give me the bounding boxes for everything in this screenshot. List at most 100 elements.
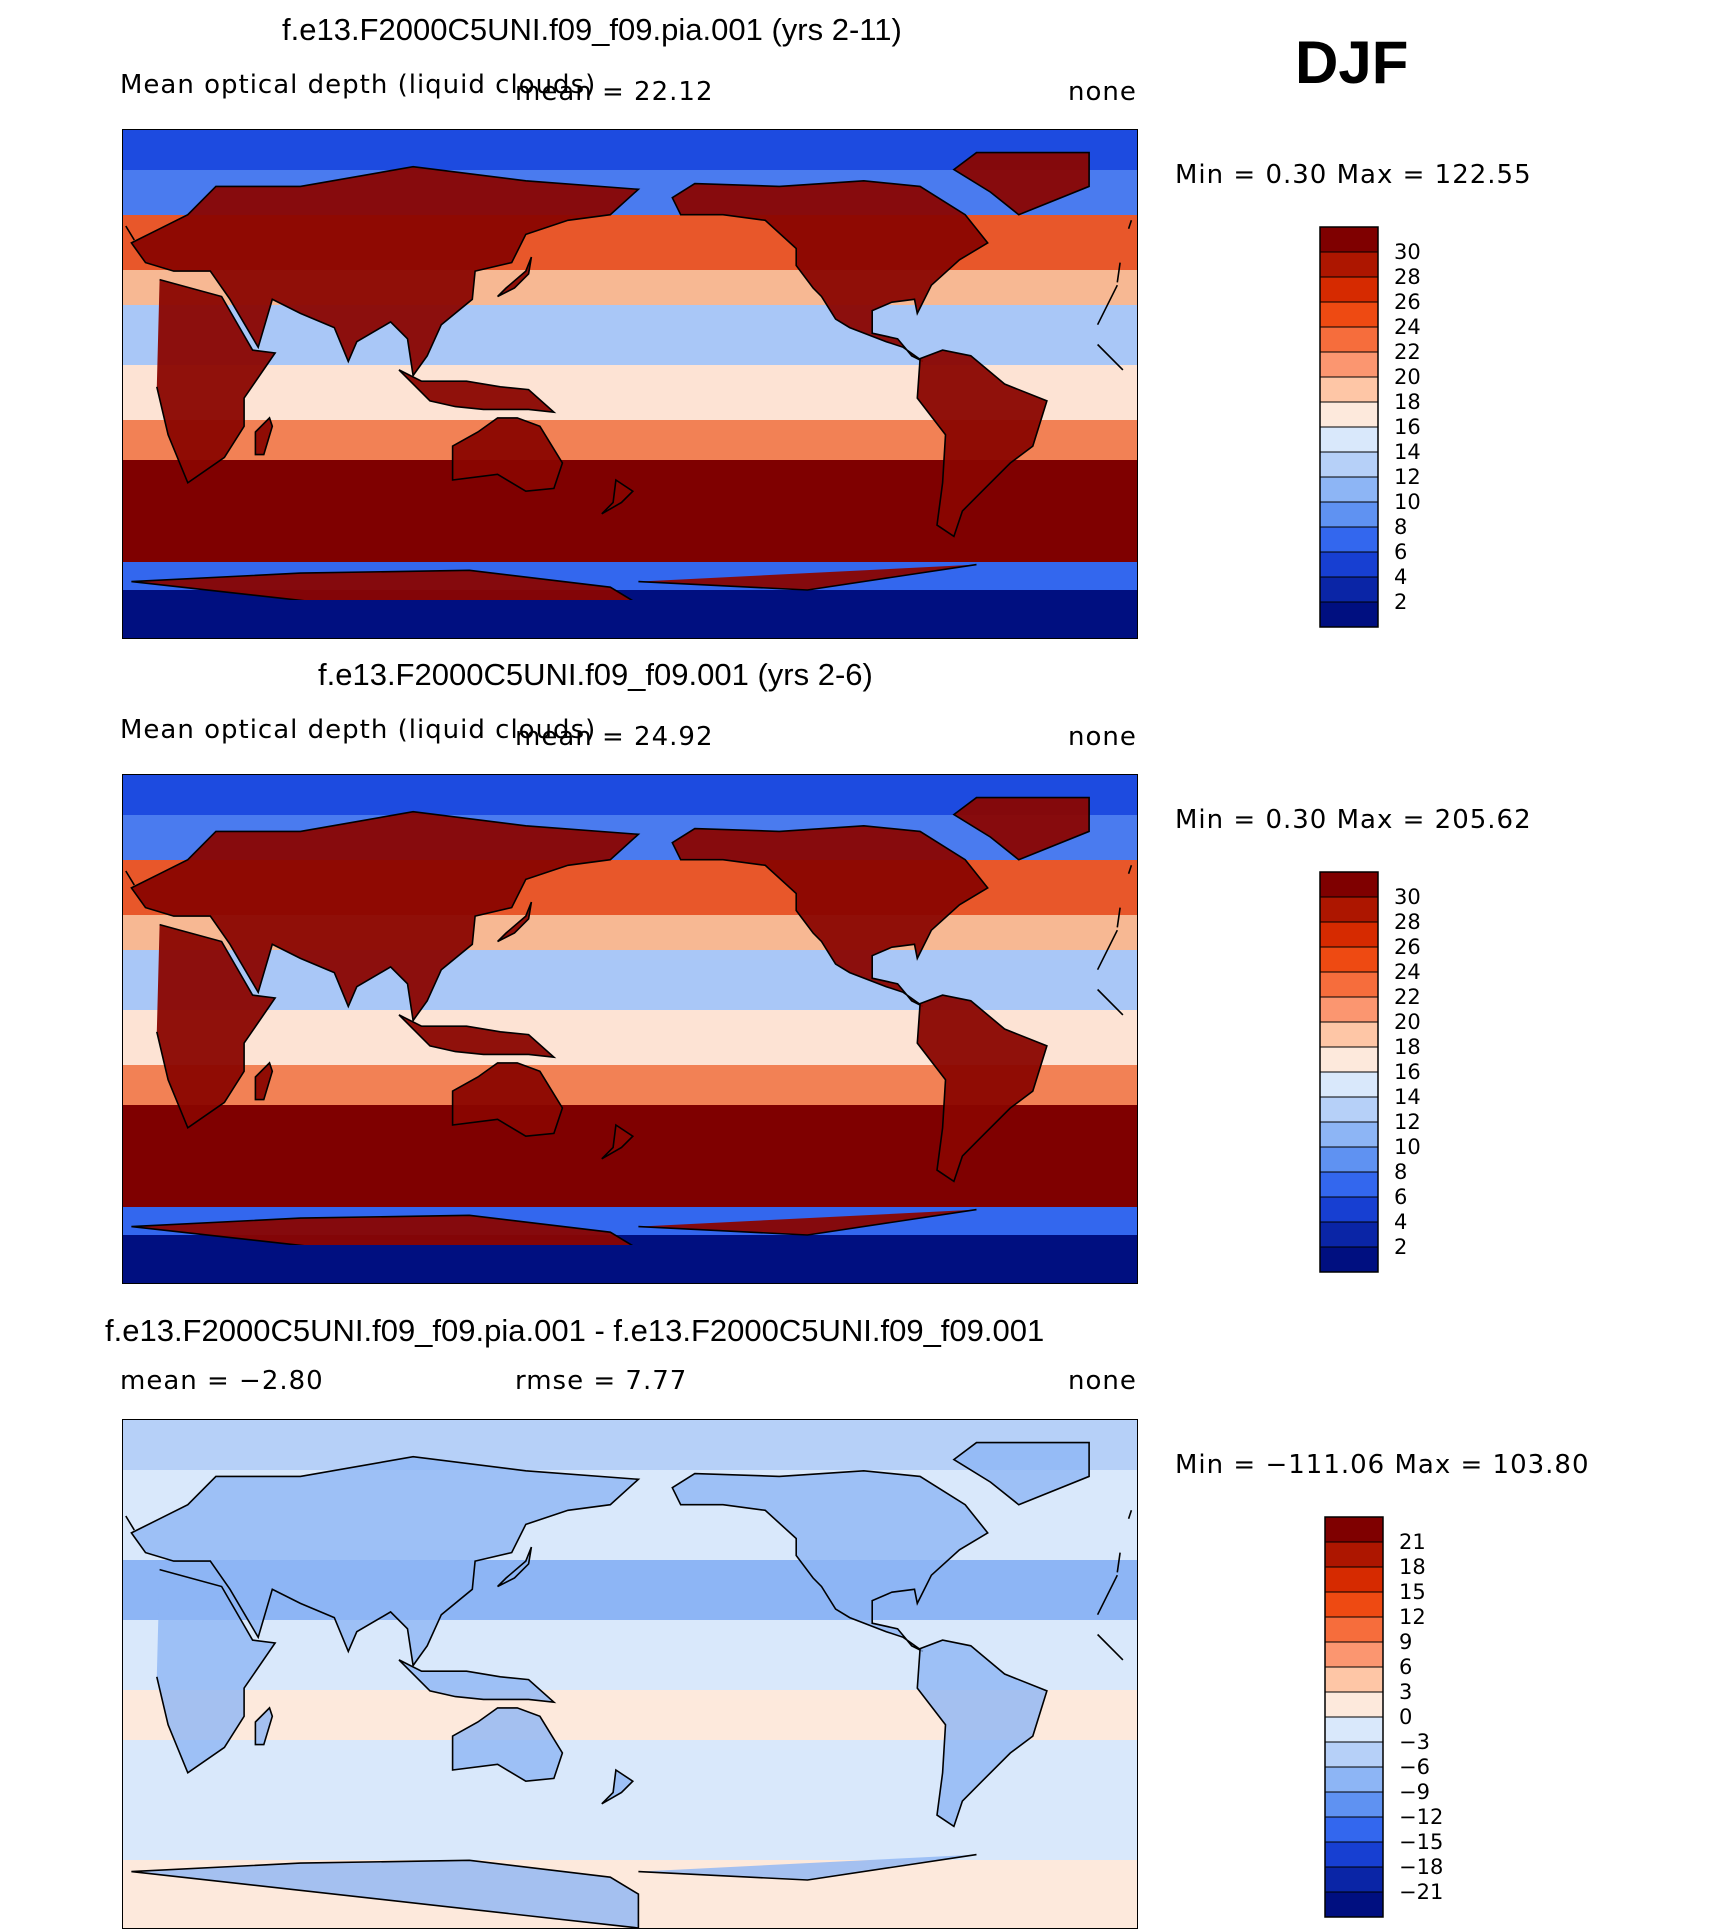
coastline bbox=[125, 220, 1133, 241]
panel-2-minmax: Min = 0.30 Max = 205.62 bbox=[1175, 805, 1532, 835]
colorbar-tick-label: 10 bbox=[1394, 490, 1421, 514]
colorbar-tick-label: 8 bbox=[1394, 1160, 1407, 1184]
colorbar-swatch bbox=[1319, 946, 1379, 973]
colorbar-tick-label: 6 bbox=[1394, 540, 1407, 564]
coastline bbox=[671, 824, 989, 1008]
colorbar-swatch bbox=[1319, 1096, 1379, 1123]
colorbar-swatch bbox=[1319, 276, 1379, 303]
panel-3-units-label: none bbox=[1068, 1366, 1137, 1396]
field-antarctic-overlay bbox=[123, 600, 1137, 638]
coastline bbox=[671, 1469, 989, 1653]
colorbar-swatch bbox=[1319, 326, 1379, 353]
coastline bbox=[916, 994, 1048, 1183]
coastline bbox=[497, 256, 533, 298]
colorbar-swatch bbox=[1319, 1221, 1379, 1248]
coastline bbox=[601, 478, 635, 515]
coastline bbox=[601, 1768, 635, 1805]
colorbar-tick-label: 24 bbox=[1394, 315, 1421, 339]
panel-1-units-label: none bbox=[1068, 77, 1137, 107]
colorbar-swatch bbox=[1319, 871, 1379, 898]
colorbar-tick-label: 18 bbox=[1399, 1555, 1426, 1579]
colorbar-tick-label: 2 bbox=[1394, 1235, 1407, 1259]
colorbar-swatch bbox=[1319, 251, 1379, 278]
panel-2-mean-label: mean = 24.92 bbox=[515, 722, 714, 752]
panel-2-colorbar: 30 28 26 24 22 20 18 16 14 12 10 8 6 4 2 bbox=[1319, 871, 1470, 1273]
panel-1-title: f.e13.F2000C5UNI.f09_f09.pia.001 (yrs 2-… bbox=[282, 12, 902, 47]
coastline bbox=[916, 349, 1048, 538]
colorbar-swatch bbox=[1319, 896, 1379, 923]
colorbar-tick-label: 20 bbox=[1394, 1010, 1421, 1034]
coastline bbox=[398, 1659, 557, 1704]
panel-1-colorbar: 30 28 26 24 22 20 18 16 14 12 10 8 6 4 2 bbox=[1319, 226, 1470, 628]
colorbar-tick-label: 14 bbox=[1394, 440, 1421, 464]
colorbar-tick-label: 14 bbox=[1394, 1085, 1421, 1109]
coastline bbox=[451, 1062, 564, 1138]
colorbar-tick-label: 22 bbox=[1394, 985, 1421, 1009]
panel-2-variable-label: Mean optical depth (liquid clouds) bbox=[120, 715, 597, 745]
panel-1-mean-label: mean = 22.12 bbox=[515, 77, 714, 107]
colorbar-tick-label: 30 bbox=[1394, 885, 1421, 909]
colorbar-swatch bbox=[1319, 451, 1379, 478]
colorbar-swatch bbox=[1319, 576, 1379, 603]
colorbar-tick-label: 28 bbox=[1394, 910, 1421, 934]
colorbar-swatch bbox=[1324, 1666, 1384, 1693]
colorbar-tick-label: 2 bbox=[1394, 590, 1407, 614]
coastline bbox=[131, 1853, 977, 1928]
coastline bbox=[130, 165, 1121, 378]
coastline bbox=[601, 1123, 635, 1160]
colorbar-swatch bbox=[1324, 1866, 1384, 1893]
colorbar-swatch bbox=[1324, 1766, 1384, 1793]
colorbar-swatch bbox=[1319, 1171, 1379, 1198]
colorbar-swatch bbox=[1324, 1641, 1384, 1668]
colorbar-swatch bbox=[1319, 376, 1379, 403]
coastline bbox=[254, 416, 274, 456]
colorbar-swatch bbox=[1319, 501, 1379, 528]
colorbar-swatch bbox=[1324, 1816, 1384, 1843]
colorbar-tick-label: 24 bbox=[1394, 960, 1421, 984]
colorbar-swatch bbox=[1319, 401, 1379, 428]
colorbar-tick-label: 18 bbox=[1394, 390, 1421, 414]
panel-1-map bbox=[122, 129, 1138, 639]
panel-3-colorbar: 21 18 15 12 9 6 3 0 −3 −6 −9 −12 −15 −18 −21 bbox=[1324, 1516, 1475, 1918]
colorbar-swatch bbox=[1324, 1616, 1384, 1643]
colorbar-swatch bbox=[1319, 301, 1379, 328]
coastline bbox=[125, 865, 1133, 886]
colorbar-tick-label: 8 bbox=[1394, 515, 1407, 539]
colorbar-tick-label: 12 bbox=[1399, 1605, 1426, 1629]
panel-3-minmax: Min = −111.06 Max = 103.80 bbox=[1175, 1450, 1590, 1480]
field-tropics bbox=[123, 305, 1137, 365]
colorbar-tick-label: 10 bbox=[1394, 1135, 1421, 1159]
season-label: DJF bbox=[1295, 29, 1409, 96]
coastline bbox=[952, 151, 1090, 216]
colorbar-swatch bbox=[1324, 1716, 1384, 1743]
colorbar-swatch bbox=[1324, 1791, 1384, 1818]
colorbar-tick-label: 28 bbox=[1394, 265, 1421, 289]
colorbar-tick-label: 22 bbox=[1394, 340, 1421, 364]
panel-1-variable-label: Mean optical depth (liquid clouds) bbox=[120, 70, 597, 100]
panel-2-units-label: none bbox=[1068, 722, 1137, 752]
colorbar-swatch bbox=[1319, 1046, 1379, 1073]
panel-1-minmax: Min = 0.30 Max = 122.55 bbox=[1175, 160, 1532, 190]
colorbar-swatch bbox=[1319, 551, 1379, 578]
colorbar-swatch bbox=[1324, 1841, 1384, 1868]
colorbar-tick-label: −21 bbox=[1399, 1880, 1443, 1904]
colorbar-swatch bbox=[1319, 1146, 1379, 1173]
panel-2-map bbox=[122, 774, 1138, 1284]
colorbar-tick-label: 6 bbox=[1394, 1185, 1407, 1209]
colorbar-swatch bbox=[1319, 971, 1379, 998]
coastline bbox=[130, 810, 1121, 1023]
colorbar-swatch bbox=[1319, 601, 1379, 628]
coastline bbox=[952, 796, 1090, 861]
colorbar-swatch bbox=[1324, 1566, 1384, 1593]
coastline bbox=[497, 901, 533, 943]
colorbar-tick-label: 0 bbox=[1399, 1705, 1412, 1729]
coastline bbox=[156, 1568, 1124, 1775]
colorbar-tick-label: −6 bbox=[1399, 1755, 1430, 1779]
colorbar-tick-label: 26 bbox=[1394, 290, 1421, 314]
colorbar-swatch bbox=[1324, 1741, 1384, 1768]
coastline bbox=[451, 1707, 564, 1783]
panel-3-map bbox=[122, 1419, 1138, 1929]
colorbar-tick-label: 21 bbox=[1399, 1530, 1426, 1554]
colorbar-swatch bbox=[1324, 1516, 1384, 1543]
colorbar-tick-label: −3 bbox=[1399, 1730, 1430, 1754]
